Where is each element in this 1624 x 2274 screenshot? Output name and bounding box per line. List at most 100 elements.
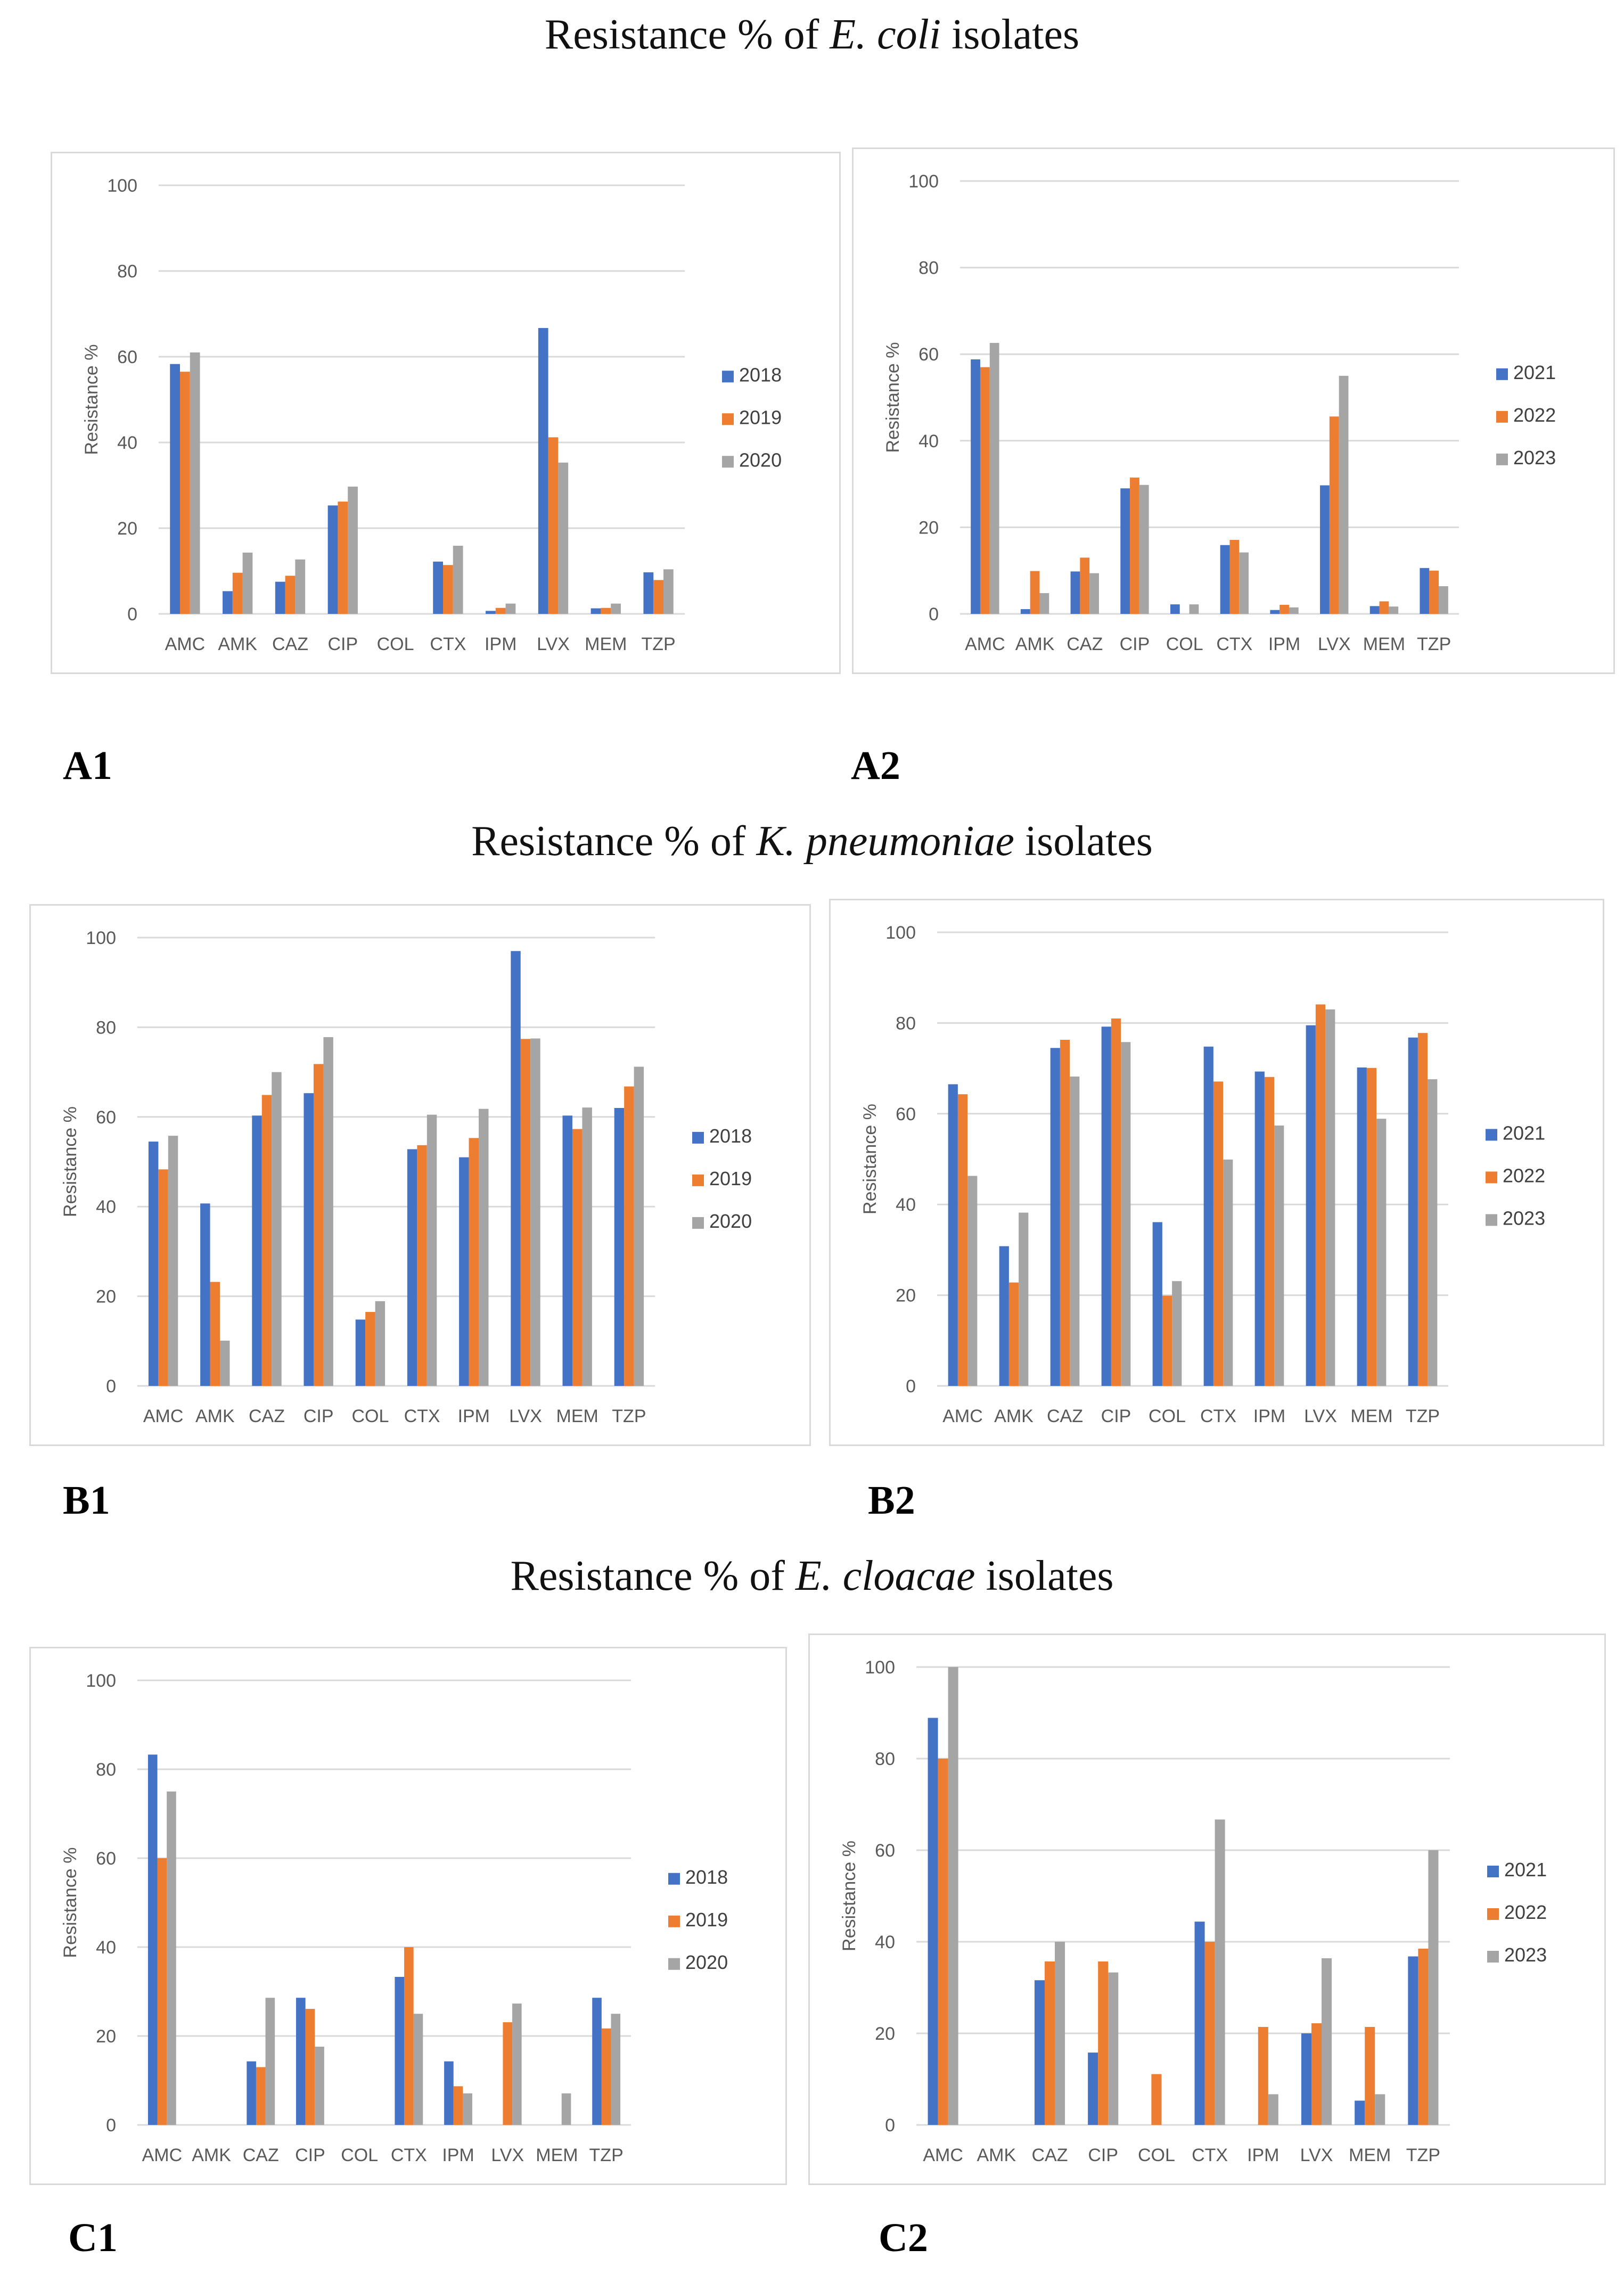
legend-swatch-2022 — [1496, 411, 1508, 423]
bar-cip-2021 — [1088, 2053, 1098, 2125]
bar-ctx-2018 — [407, 1149, 417, 1386]
bar-mem-2022 — [1366, 1068, 1377, 1386]
y-axis-label: Resistance % — [81, 344, 102, 455]
bar-ipm-2020 — [463, 2093, 472, 2125]
bar-lvx-2022 — [1315, 1004, 1326, 1386]
bar-amk-2019 — [232, 572, 243, 614]
bar-cip-2020 — [315, 2047, 324, 2125]
bar-ctx-2018 — [433, 561, 444, 614]
chart-svg-b2: 0 20 40 60 80 100 Resistance % AMC AMK CAZ CIP COL C… — [860, 923, 1545, 1426]
legend-swatch-2020 — [722, 456, 734, 468]
y-tick-label: 0 — [127, 604, 137, 625]
bar-cip-2021 — [1120, 488, 1130, 614]
x-tick-label: AMK — [195, 1406, 235, 1426]
y-tick-label: 0 — [106, 1376, 116, 1397]
legend-swatch-2020 — [692, 1217, 704, 1229]
bar-amc-2020 — [168, 1136, 178, 1386]
bar-cip-2018 — [327, 505, 338, 614]
x-tick-label: CAZ — [1047, 1406, 1083, 1426]
bar-cip-2018 — [304, 1093, 314, 1386]
bar-cip-2019 — [338, 502, 348, 614]
bar-amk-2022 — [1008, 1282, 1019, 1386]
legend-label-2021: 2021 — [1513, 362, 1556, 383]
bar-ipm-2022 — [1264, 1077, 1275, 1386]
y-tick-label: 20 — [918, 518, 939, 538]
bar-mem-2018 — [590, 608, 601, 614]
bar-lvx-2020 — [530, 1038, 540, 1386]
legend-label-2023: 2023 — [1503, 1207, 1545, 1229]
bar-cip-2022 — [1111, 1018, 1121, 1386]
legend-label-2018: 2018 — [739, 364, 782, 385]
bar-mem-2021 — [1355, 2100, 1365, 2125]
y-tick-label: 100 — [107, 176, 137, 196]
bar-mem-2023 — [1376, 1119, 1387, 1386]
legend-label-2019: 2019 — [709, 1168, 752, 1189]
bar-caz-2018 — [252, 1115, 262, 1386]
bar-col-2022 — [1151, 2074, 1162, 2125]
y-tick-label: 0 — [929, 604, 939, 625]
legend-label-2019: 2019 — [685, 1909, 728, 1931]
bar-amk-2023 — [1019, 1212, 1029, 1386]
bar-cip-2018 — [296, 1998, 306, 2125]
bar-col-2021 — [1152, 1222, 1162, 1386]
x-tick-label: MEM — [556, 1406, 598, 1426]
bar-tzp-2020 — [611, 2014, 621, 2125]
x-tick-label: COL — [1166, 634, 1203, 654]
bar-lvx-2020 — [512, 2004, 522, 2125]
legend-swatch-2022 — [1486, 1171, 1497, 1184]
y-tick-label: 20 — [117, 519, 137, 539]
bar-caz-2018 — [247, 2061, 256, 2125]
y-tick-label: 100 — [86, 928, 116, 948]
x-tick-label: TZP — [589, 2145, 624, 2165]
bar-tzp-2023 — [1428, 1850, 1439, 2125]
legend-label-2020: 2020 — [685, 1951, 728, 1973]
x-tick-label: AMK — [192, 2145, 231, 2165]
x-tick-label: TZP — [1417, 634, 1451, 654]
x-tick-label: LVX — [537, 634, 570, 654]
bar-amc-2022 — [957, 1094, 968, 1386]
bar-ctx-2022 — [1213, 1081, 1224, 1386]
x-tick-label: COL — [341, 2145, 378, 2165]
y-axis-label: Resistance % — [883, 342, 903, 453]
y-tick-label: 80 — [96, 1760, 116, 1780]
bar-amc-2020 — [167, 1791, 176, 2125]
y-tick-label: 60 — [96, 1107, 116, 1128]
bar-caz-2022 — [1060, 1039, 1070, 1386]
bar-mem-2022 — [1379, 601, 1389, 614]
x-tick-label: CAZ — [272, 634, 308, 654]
bar-amc-2023 — [967, 1176, 978, 1386]
bar-mem-2018 — [562, 1115, 572, 1386]
bar-tzp-2019 — [653, 580, 663, 614]
y-tick-label: 80 — [896, 1013, 916, 1033]
x-tick-label: AMC — [965, 634, 1005, 654]
x-tick-label: MEM — [1363, 634, 1405, 654]
bar-tzp-2018 — [614, 1107, 625, 1386]
bar-col-2018 — [355, 1319, 366, 1386]
x-tick-label: CAZ — [1032, 2145, 1068, 2165]
y-tick-label: 40 — [96, 1197, 116, 1217]
bar-caz-2023 — [1055, 1942, 1065, 2125]
bar-ipm-2018 — [444, 2061, 454, 2125]
bar-amc-2021 — [928, 1718, 938, 2125]
chart-panel-a1: 0 20 40 60 80 100 Resistance % AMC AMK CAZ CIP COL C… — [51, 152, 841, 674]
bar-tzp-2023 — [1439, 586, 1448, 614]
bar-caz-2021 — [1070, 571, 1080, 614]
x-tick-label: AMC — [942, 1406, 983, 1426]
x-tick-label: CAZ — [243, 2145, 279, 2165]
bar-amc-2022 — [980, 367, 990, 614]
bar-col-2020 — [375, 1301, 386, 1386]
y-tick-label: 100 — [908, 171, 939, 192]
bar-amc-2018 — [170, 364, 181, 614]
bar-ctx-2020 — [413, 2014, 423, 2125]
x-tick-label: TZP — [1406, 2145, 1440, 2165]
legend-label-2019: 2019 — [739, 406, 782, 428]
legend-swatch-2023 — [1496, 453, 1508, 465]
legend-label-2023: 2023 — [1513, 447, 1556, 469]
bar-mem-2019 — [572, 1129, 583, 1386]
x-tick-label: CIP — [1120, 634, 1150, 654]
x-tick-label: LVX — [509, 1406, 542, 1426]
y-tick-label: 100 — [865, 1657, 895, 1678]
bar-caz-2023 — [1070, 1076, 1080, 1386]
bar-amc-2019 — [157, 1858, 167, 2125]
chart-svg-c2: 0 20 40 60 80 100 Resistance % AMC AMK CAZ CIP COL C… — [839, 1657, 1547, 2165]
